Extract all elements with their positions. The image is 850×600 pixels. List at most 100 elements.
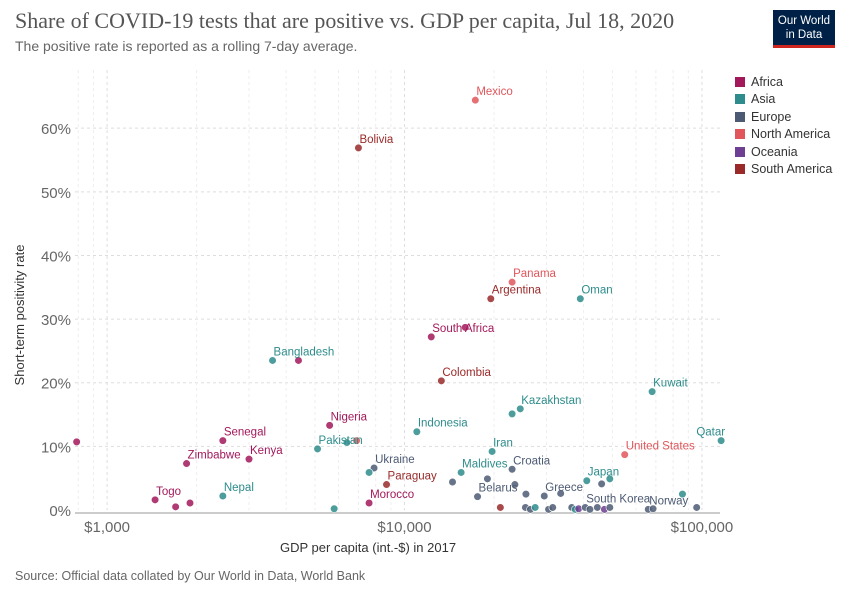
legend: Africa Asia Europe North America Oceania…: [735, 73, 832, 178]
data-point[interactable]: [330, 504, 339, 513]
data-point[interactable]: [382, 480, 391, 489]
legend-item-north-america[interactable]: North America: [735, 126, 832, 144]
point-label: Pakistan: [319, 435, 363, 447]
data-point[interactable]: [585, 505, 594, 514]
data-point[interactable]: [448, 477, 457, 487]
point-label: Iran: [493, 437, 513, 449]
data-point[interactable]: [150, 495, 160, 504]
data-point[interactable]: [471, 96, 480, 105]
data-point[interactable]: [185, 498, 195, 508]
data-point[interactable]: [556, 489, 565, 498]
legend-label: North America: [751, 127, 831, 142]
data-point[interactable]: [516, 404, 525, 413]
grid-lines: [75, 70, 720, 510]
point-label: Ukraine: [375, 454, 415, 466]
y-tick-label: 30%: [41, 312, 71, 329]
data-point[interactable]: [352, 436, 361, 445]
data-point[interactable]: [648, 504, 658, 513]
data-point[interactable]: [605, 474, 614, 483]
legend-label: Africa: [751, 74, 783, 89]
data-point[interactable]: [364, 498, 374, 508]
axes: 0% 10% 20% 30% 40% 50% 60% $1,000 $10,000 $100,00…: [12, 121, 733, 555]
data-point[interactable]: [294, 356, 303, 365]
legend-item-south-america[interactable]: South America: [735, 161, 832, 179]
data-point[interactable]: [244, 454, 254, 464]
x-tick-label: $100,000: [671, 519, 734, 536]
legend-item-africa[interactable]: Africa: [735, 73, 832, 91]
data-point[interactable]: [171, 502, 180, 511]
data-point[interactable]: [576, 294, 585, 303]
x-tick-label: $1,000: [84, 519, 130, 536]
data-point[interactable]: [457, 468, 466, 477]
data-point[interactable]: [648, 387, 657, 396]
data-point[interactable]: [218, 491, 227, 501]
data-point[interactable]: [218, 436, 227, 445]
data-point[interactable]: [496, 503, 505, 512]
point-label: Paraguay: [388, 471, 437, 483]
data-point[interactable]: [488, 447, 497, 456]
legend-item-europe[interactable]: Europe: [735, 108, 832, 126]
data-point[interactable]: [268, 356, 277, 365]
data-point[interactable]: [508, 465, 517, 474]
data-point[interactable]: [582, 476, 591, 485]
data-point[interactable]: [72, 437, 81, 447]
data-point[interactable]: [605, 503, 614, 512]
data-point[interactable]: [473, 492, 482, 501]
legend-item-asia[interactable]: Asia: [735, 91, 832, 109]
legend-swatch: [735, 76, 745, 87]
data-point[interactable]: [678, 489, 687, 499]
owid-logo[interactable]: Our World in Data: [773, 10, 835, 48]
point-label: Nigeria: [331, 411, 368, 423]
chart-subtitle: The positive rate is reported as a rolli…: [15, 38, 358, 54]
y-axis-title: Short-term positivity rate: [12, 245, 27, 386]
point-label: Japan: [588, 467, 619, 479]
legend-label: Oceania: [751, 144, 798, 159]
legend-label: Asia: [751, 92, 776, 107]
data-point[interactable]: [620, 450, 629, 459]
y-tick-label: 10%: [41, 439, 71, 456]
point-label: Norway: [649, 495, 688, 507]
data-point[interactable]: [182, 459, 191, 468]
legend-item-oceania[interactable]: Oceania: [735, 143, 832, 161]
point-label: Oman: [581, 285, 612, 297]
point-label: Morocco: [370, 489, 414, 501]
point-label: Kenya: [250, 445, 283, 457]
point-label: Nepal: [224, 482, 254, 494]
data-point[interactable]: [325, 421, 334, 430]
legend-swatch: [735, 146, 745, 157]
point-label: Croatia: [513, 455, 551, 467]
data-point[interactable]: [510, 480, 519, 489]
point-label: Bolivia: [359, 134, 393, 146]
data-point[interactable]: [437, 376, 446, 385]
data-point[interactable]: [342, 438, 351, 447]
data-point[interactable]: [540, 491, 549, 501]
y-tick-label: 50%: [41, 185, 71, 202]
data-point[interactable]: [486, 294, 495, 303]
legend-swatch: [735, 129, 745, 140]
data-point[interactable]: [461, 323, 470, 332]
legend-swatch: [735, 164, 745, 175]
data-point[interactable]: [531, 503, 540, 512]
data-point[interactable]: [354, 143, 363, 153]
data-points: [72, 96, 726, 514]
data-point[interactable]: [548, 503, 557, 512]
data-point[interactable]: [313, 444, 322, 454]
legend-label: Europe: [751, 109, 792, 124]
legend-label: South America: [751, 162, 833, 177]
data-point[interactable]: [597, 479, 606, 489]
data-point[interactable]: [412, 427, 421, 436]
legend-swatch: [735, 111, 745, 122]
data-point[interactable]: [508, 278, 517, 287]
data-point[interactable]: [427, 332, 436, 342]
point-label: Kazakhstan: [521, 395, 581, 407]
point-label: Greece: [545, 482, 583, 494]
data-point[interactable]: [521, 489, 531, 499]
point-label: Panama: [513, 268, 556, 280]
y-tick-label: 0%: [49, 503, 71, 520]
data-point[interactable]: [364, 468, 374, 477]
point-label: Bangladesh: [274, 346, 335, 358]
data-point[interactable]: [717, 436, 726, 445]
data-point[interactable]: [692, 503, 701, 512]
data-point[interactable]: [508, 409, 517, 419]
data-point[interactable]: [483, 474, 492, 483]
